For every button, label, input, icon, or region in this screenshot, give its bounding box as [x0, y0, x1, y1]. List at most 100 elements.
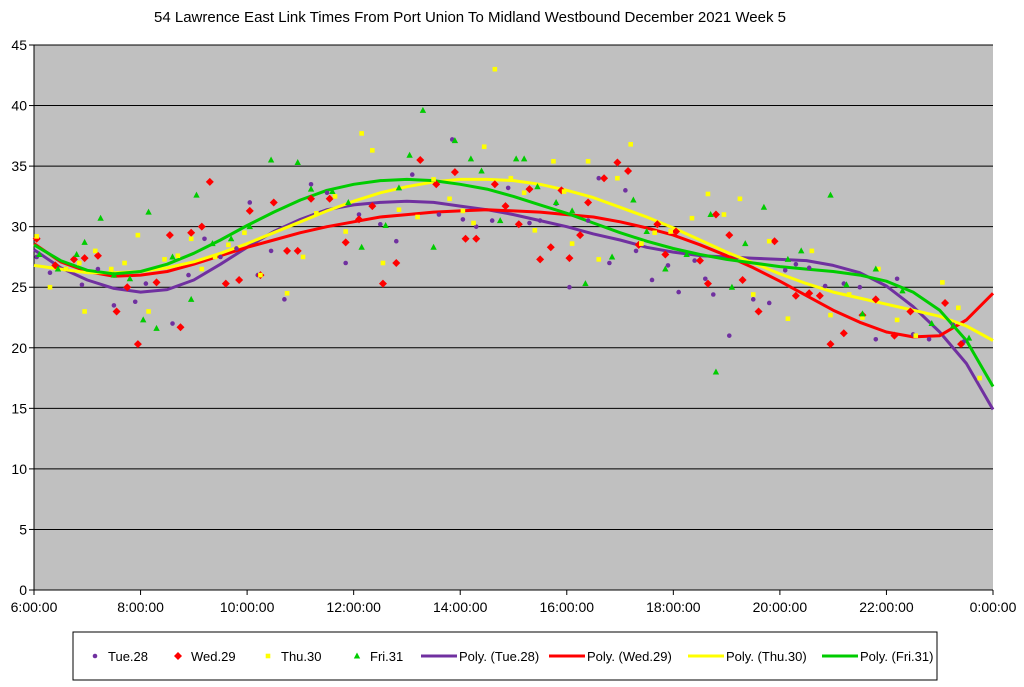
point-fri31 [126, 275, 134, 282]
point-thu30 [359, 131, 364, 136]
point-thu30 [447, 196, 452, 202]
point-fri31 [294, 158, 301, 165]
point-fri31 [707, 211, 714, 218]
point-tue28 [436, 212, 442, 217]
point-fri31 [187, 295, 195, 302]
point-tue28 [527, 220, 532, 226]
point-wed29 [378, 279, 387, 288]
point-fri31 [246, 223, 253, 230]
point-wed29 [123, 283, 132, 292]
point-fri31 [345, 198, 352, 205]
point-thu30 [343, 229, 348, 234]
point-wed29 [815, 291, 824, 300]
point-thu30 [561, 189, 567, 194]
point-wed29 [221, 279, 230, 288]
y-tick-label: 40 [11, 98, 27, 114]
point-fri31 [552, 198, 560, 205]
point-tue28 [268, 248, 274, 254]
point-fri31 [267, 156, 275, 163]
point-tue28 [607, 260, 612, 266]
point-fri31 [630, 196, 637, 203]
point-fri31 [760, 203, 768, 210]
point-wed29 [152, 278, 161, 287]
x-tick-label: 8:00:00 [117, 599, 164, 615]
point-wed29 [695, 256, 704, 265]
point-thu30 [721, 212, 727, 217]
point-thu30 [828, 312, 833, 318]
y-tick-label: 15 [11, 400, 27, 416]
point-thu30 [122, 260, 127, 266]
point-tue28 [79, 282, 85, 288]
point-fri31 [872, 265, 879, 272]
point-fri31 [608, 253, 616, 260]
x-tick-label: 0:00:00 [970, 599, 1017, 615]
point-thu30 [492, 66, 498, 72]
y-tick-label: 0 [19, 582, 27, 598]
point-wed29 [576, 231, 585, 240]
point-tue28 [143, 281, 149, 286]
data-points [32, 66, 982, 381]
point-thu30 [639, 241, 644, 246]
point-wed29 [661, 250, 670, 259]
point-wed29 [546, 243, 555, 252]
point-thu30 [63, 266, 69, 272]
point-wed29 [176, 323, 185, 332]
point-thu30 [82, 309, 87, 314]
point-wed29 [957, 340, 966, 349]
point-fri31 [949, 322, 957, 329]
point-thu30 [370, 148, 375, 153]
point-tue28 [726, 333, 732, 338]
point-tue28 [806, 265, 812, 271]
point-wed29 [613, 158, 622, 167]
trendline-fri31 [33, 177, 995, 388]
point-thu30 [199, 266, 205, 272]
point-fri31 [899, 287, 906, 294]
point-wed29 [754, 307, 763, 316]
plot-area [34, 45, 993, 590]
point-fri31 [209, 240, 216, 247]
point-thu30 [146, 309, 151, 314]
point-tue28 [234, 246, 239, 251]
point-fri31 [728, 283, 736, 290]
x-tick-label: 6:00:00 [11, 599, 58, 615]
point-wed29 [703, 279, 712, 288]
point-fri31 [683, 251, 690, 258]
point-thu30 [940, 280, 945, 285]
point-tue28 [676, 289, 681, 295]
point-wed29 [341, 238, 350, 247]
point-fri31 [512, 155, 520, 162]
point-wed29 [354, 215, 363, 224]
y-tick-label: 30 [11, 219, 27, 235]
point-fri31 [784, 255, 792, 262]
x-tick-label: 12:00:00 [326, 599, 381, 615]
point-tue28 [894, 276, 900, 282]
point-thu30 [175, 253, 181, 259]
point-wed29 [205, 177, 214, 186]
legend-marker [353, 652, 361, 659]
point-fri31 [358, 243, 365, 250]
point-tue28 [111, 303, 117, 308]
point-tue28 [692, 258, 697, 263]
point-tue28 [324, 190, 330, 196]
point-thu30 [76, 260, 82, 266]
point-tue28 [343, 260, 348, 266]
point-thu30 [460, 208, 466, 214]
point-fri31 [520, 155, 528, 162]
point-tue28 [537, 218, 543, 223]
point-thu30 [551, 158, 556, 164]
point-fri31 [382, 221, 389, 228]
point-wed29 [536, 255, 545, 264]
point-tue28 [202, 236, 207, 242]
point-tue28 [393, 238, 399, 244]
point-fri31 [329, 188, 336, 195]
point-tue28 [926, 337, 932, 342]
point-tue28 [665, 263, 671, 268]
point-wed29 [80, 254, 89, 263]
point-tue28 [703, 276, 708, 282]
legend-label: Wed.29 [191, 649, 236, 664]
trendlines [33, 177, 995, 411]
point-fri31 [169, 253, 176, 260]
point-fri31 [193, 191, 200, 198]
legend-label: Tue.28 [108, 649, 148, 664]
point-wed29 [283, 246, 292, 255]
